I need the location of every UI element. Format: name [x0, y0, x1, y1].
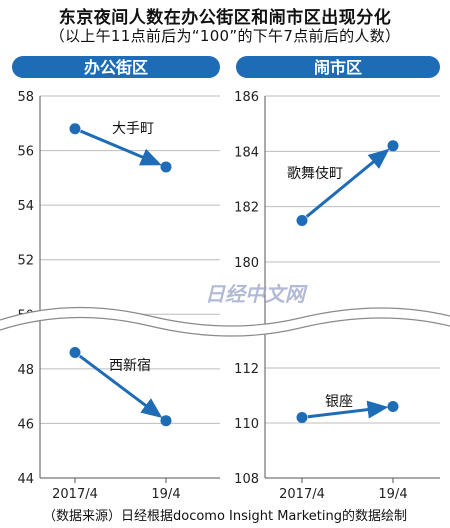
downtown-header [236, 56, 440, 78]
downtown-ytick-label-upper-3: 186 [234, 90, 259, 105]
office-series-line-1 [78, 354, 163, 419]
office-point-1-0 [69, 346, 81, 358]
chart-title: 东京夜间人数在办公街区和闹市区出现分化 [58, 8, 392, 28]
downtown-ytick-label-upper-0: 180 [234, 256, 259, 271]
office-ytick-label-6: 56 [17, 145, 34, 160]
downtown-ytick-label-upper-2: 184 [234, 145, 259, 160]
office-series-label-0: 大手町 [112, 121, 154, 137]
office-ytick-label-2: 48 [17, 363, 34, 378]
office-ytick-label-7: 58 [17, 90, 34, 105]
office-series-line-0 [79, 129, 162, 166]
downtown-ytick-label-lower-1: 110 [234, 417, 259, 432]
downtown-ytick-label-upper-1: 182 [234, 201, 259, 216]
downtown-ytick-label-lower-0: 108 [234, 472, 259, 487]
chart-subtitle: （以上午11点前后为“100”的下午7点前后的人数） [49, 27, 401, 45]
downtown-xtick-label-1: 19/4 [378, 487, 407, 502]
office-ytick-label-5: 54 [17, 199, 34, 214]
office-title: 办公街区 [84, 58, 148, 77]
downtown-series-line-1 [307, 400, 389, 419]
office-series-label-1: 西新宿 [109, 357, 151, 374]
axis-break-band [0, 307, 450, 337]
office-ytick-label-0: 44 [17, 472, 34, 487]
axis-break-line-lower [0, 316, 450, 337]
office-header [12, 56, 220, 78]
downtown-point-0-0 [296, 215, 308, 226]
downtown-ytick-label-lower-2: 112 [234, 362, 259, 377]
downtown-point-0-1 [387, 140, 399, 152]
downtown-series-label-0: 歌舞伎町 [287, 166, 343, 182]
office-xtick-label-0: 2017/4 [52, 487, 98, 502]
office-point-0-0 [69, 123, 81, 135]
downtown-series-label-1: 银座 [325, 394, 353, 410]
downtown-series-line-0 [305, 148, 390, 218]
source-note: （数据来源）日经根据docomo Insight Marketing的数据绘制 [42, 509, 408, 524]
downtown-xtick-label-0: 2017/4 [279, 487, 325, 502]
office-ytick-label-1: 46 [17, 417, 34, 432]
watermark-logo: 日经中文网 [205, 282, 308, 306]
axis-break-line-upper [0, 306, 450, 327]
office-ytick-label-4: 52 [17, 254, 34, 269]
office-point-1-1 [160, 415, 172, 427]
downtown-point-1-0 [296, 412, 308, 423]
office-xtick-label-1: 19/4 [151, 487, 180, 502]
downtown-title: 闹市区 [314, 58, 362, 77]
office-point-0-1 [160, 161, 172, 173]
downtown-point-1-1 [387, 401, 399, 412]
